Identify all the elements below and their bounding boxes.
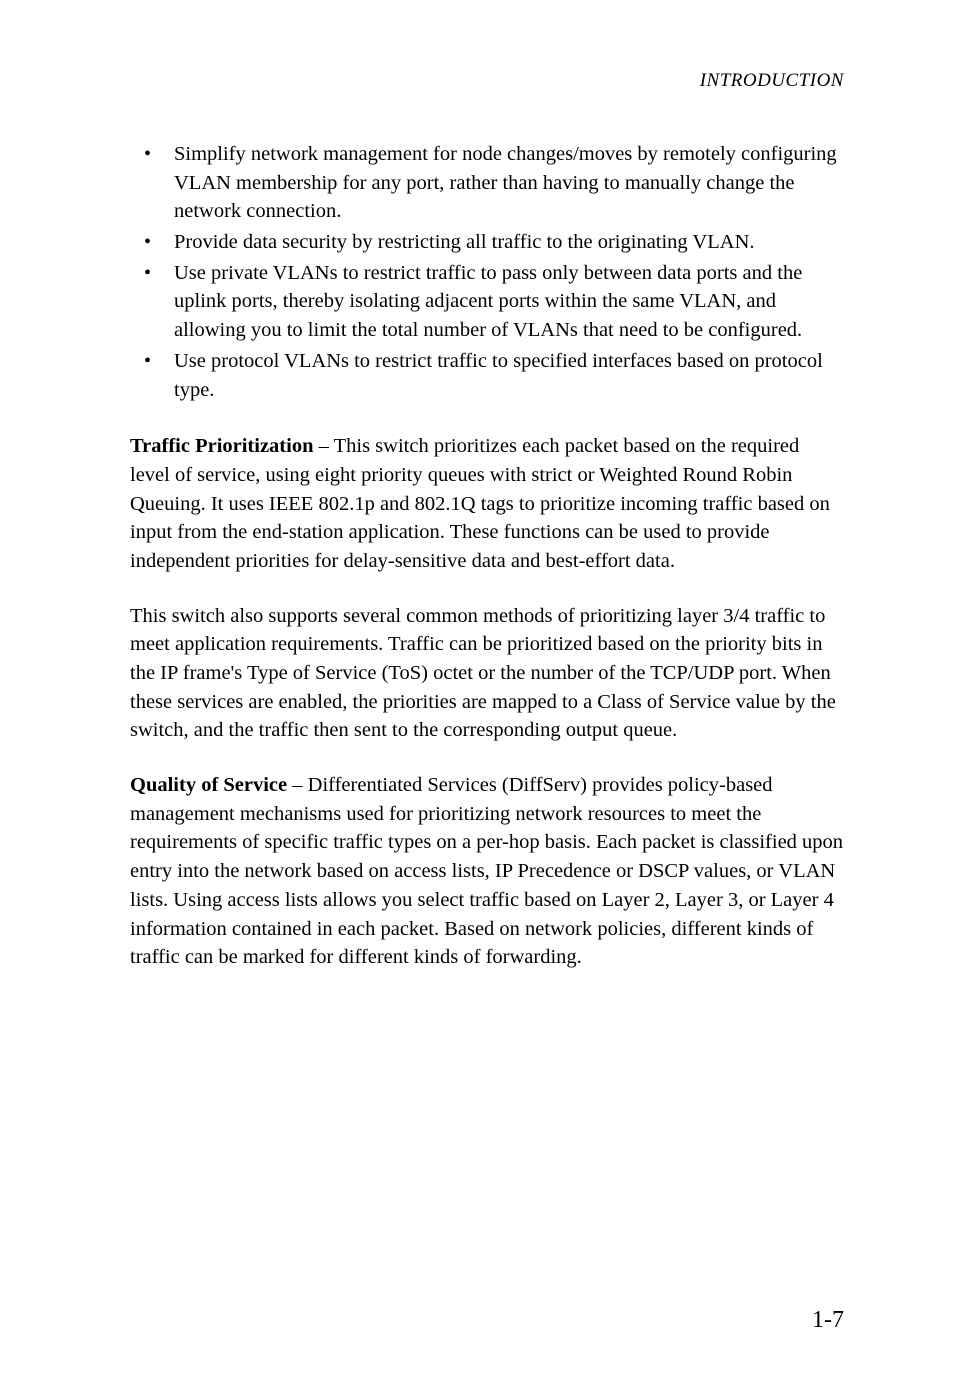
term-bold: Quality of Service: [130, 774, 287, 796]
bullet-list: Simplify network management for node cha…: [130, 140, 844, 404]
bullet-item: Simplify network management for node cha…: [130, 140, 844, 226]
paragraph-layer-3-4: This switch also supports several common…: [130, 602, 844, 745]
page-content: INTRODUCTION Simplify network management…: [0, 0, 954, 972]
paragraph-traffic-prioritization: Traffic Prioritization – This switch pri…: [130, 432, 844, 575]
page-number: 1-7: [812, 1307, 844, 1334]
paragraph-quality-of-service: Quality of Service – Differentiated Serv…: [130, 771, 844, 972]
running-header: INTRODUCTION: [130, 70, 844, 92]
paragraph-text: – Differentiated Services (DiffServ) pro…: [130, 774, 843, 968]
bullet-item: Use private VLANs to restrict traffic to…: [130, 259, 844, 345]
term-bold: Traffic Prioritization: [130, 435, 313, 457]
bullet-item: Use protocol VLANs to restrict traffic t…: [130, 347, 844, 404]
bullet-item: Provide data security by restricting all…: [130, 228, 844, 257]
